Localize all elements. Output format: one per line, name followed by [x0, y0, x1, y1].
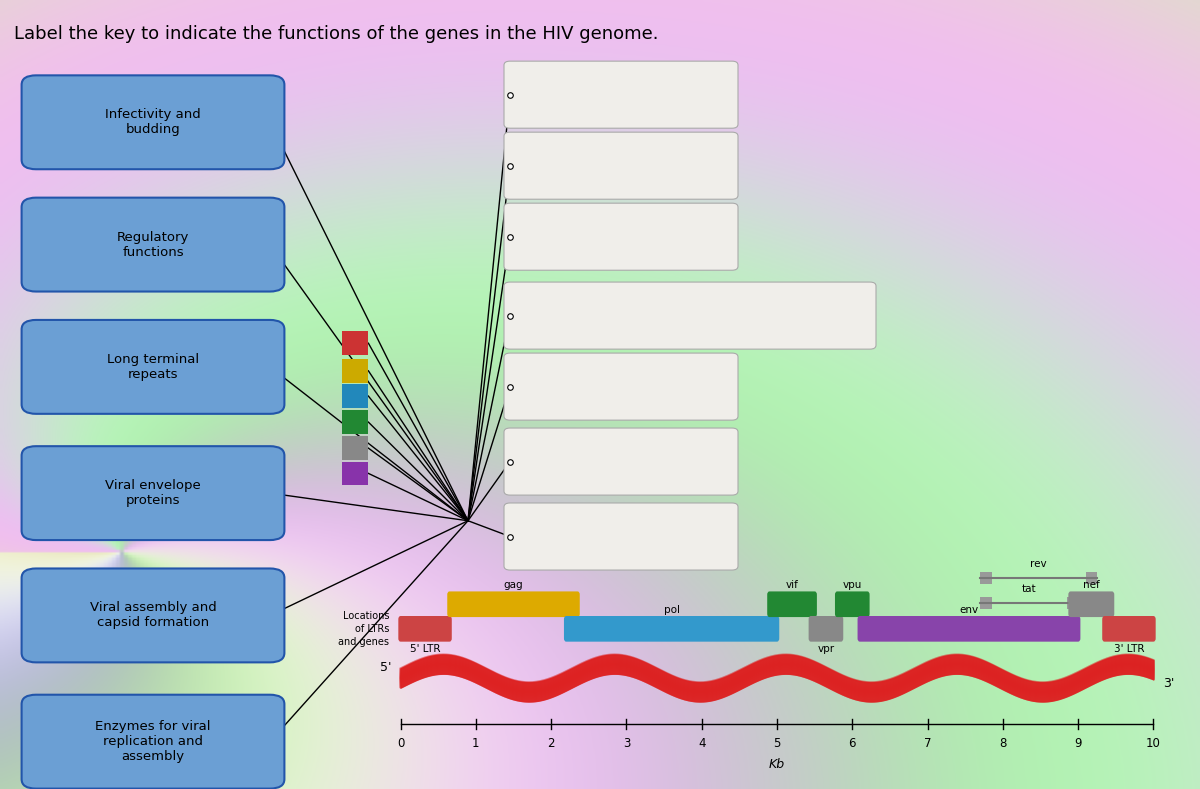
FancyBboxPatch shape — [22, 695, 284, 789]
Bar — [342, 462, 368, 485]
Bar — [342, 331, 368, 355]
Text: 7: 7 — [924, 737, 931, 750]
Text: vpu: vpu — [842, 581, 862, 590]
Bar — [1067, 597, 1078, 608]
Text: env: env — [960, 605, 978, 615]
Text: Long terminal
repeats: Long terminal repeats — [107, 353, 199, 381]
FancyBboxPatch shape — [22, 76, 284, 170]
Text: vif: vif — [786, 581, 798, 590]
Text: Kb: Kb — [769, 758, 785, 771]
Text: 3': 3' — [1163, 677, 1174, 690]
Bar — [342, 359, 368, 383]
Text: Label the key to indicate the functions of the genes in the HIV genome.: Label the key to indicate the functions … — [14, 25, 659, 43]
FancyBboxPatch shape — [835, 592, 870, 617]
Text: Enzymes for viral
replication and
assembly: Enzymes for viral replication and assemb… — [95, 720, 211, 763]
FancyBboxPatch shape — [504, 503, 738, 570]
Text: Viral assembly and
capsid formation: Viral assembly and capsid formation — [90, 601, 216, 630]
FancyBboxPatch shape — [22, 198, 284, 292]
Text: nef: nef — [1082, 581, 1099, 590]
Text: 3' LTR: 3' LTR — [1114, 644, 1144, 654]
Bar — [980, 597, 991, 608]
Text: rev: rev — [1031, 559, 1046, 569]
Text: Viral envelope
proteins: Viral envelope proteins — [106, 479, 200, 507]
FancyBboxPatch shape — [22, 447, 284, 540]
Text: pol: pol — [664, 605, 679, 615]
Bar — [342, 384, 368, 408]
Text: Locations
of LTRs
and genes: Locations of LTRs and genes — [338, 611, 389, 647]
FancyBboxPatch shape — [504, 353, 738, 420]
Text: vpr: vpr — [817, 644, 834, 654]
FancyBboxPatch shape — [448, 592, 580, 617]
Text: 10: 10 — [1146, 737, 1160, 750]
Text: 0: 0 — [397, 737, 404, 750]
Bar — [980, 572, 991, 584]
Text: 6: 6 — [848, 737, 856, 750]
FancyBboxPatch shape — [504, 204, 738, 271]
FancyBboxPatch shape — [1103, 616, 1156, 641]
FancyBboxPatch shape — [504, 282, 876, 349]
FancyBboxPatch shape — [398, 616, 451, 641]
Bar — [1086, 572, 1097, 584]
Text: 8: 8 — [1000, 737, 1007, 750]
FancyBboxPatch shape — [564, 616, 779, 641]
Text: Infectivity and
budding: Infectivity and budding — [106, 108, 200, 136]
Text: 1: 1 — [472, 737, 480, 750]
FancyBboxPatch shape — [22, 320, 284, 413]
FancyBboxPatch shape — [809, 616, 844, 641]
Bar — [342, 436, 368, 460]
FancyBboxPatch shape — [504, 62, 738, 128]
Text: 5: 5 — [773, 737, 781, 750]
Text: 5': 5' — [379, 661, 391, 674]
Text: Regulatory
functions: Regulatory functions — [116, 230, 190, 259]
Bar — [342, 410, 368, 434]
Text: gag: gag — [504, 581, 523, 590]
Text: tat: tat — [1022, 584, 1037, 594]
FancyBboxPatch shape — [504, 428, 738, 495]
FancyBboxPatch shape — [767, 592, 817, 617]
Text: 5' LTR: 5' LTR — [410, 644, 440, 654]
Text: 9: 9 — [1074, 737, 1082, 750]
FancyBboxPatch shape — [858, 616, 1080, 641]
FancyBboxPatch shape — [504, 133, 738, 200]
FancyBboxPatch shape — [1068, 592, 1115, 617]
Text: 3: 3 — [623, 737, 630, 750]
Text: 4: 4 — [698, 737, 706, 750]
Text: 2: 2 — [547, 737, 554, 750]
FancyBboxPatch shape — [22, 569, 284, 663]
